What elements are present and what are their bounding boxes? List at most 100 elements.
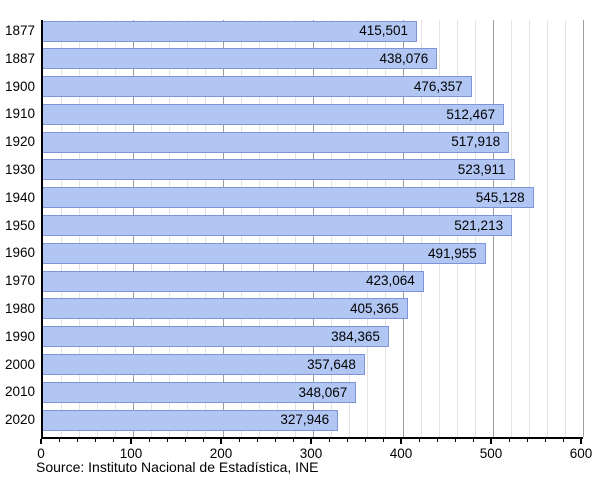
y-tick-label: 1887 xyxy=(4,50,35,66)
bar-value-label: 415,501 xyxy=(359,23,408,39)
x-minor-tick xyxy=(562,439,564,442)
bar-row: 512,467 xyxy=(43,103,583,131)
bar-value-label: 348,067 xyxy=(298,384,348,400)
bar-1910: 512,467 xyxy=(43,103,505,125)
y-tick-label: 2010 xyxy=(4,384,35,400)
y-axis-labels: 1877 1887 1900 1910 1920 1930 1940 1950 1960 1970… xyxy=(0,20,35,437)
x-minor-tick xyxy=(454,439,456,442)
bar-1900: 476,357 xyxy=(43,76,472,98)
y-tick-label: 1900 xyxy=(4,78,35,94)
bar-1980: 405,365 xyxy=(43,298,408,320)
x-major-tick xyxy=(130,439,132,444)
x-minor-tick xyxy=(58,439,60,442)
x-minor-tick xyxy=(472,439,474,442)
y-tick-label: 1920 xyxy=(4,134,35,150)
x-minor-tick xyxy=(436,439,438,442)
bar-1940: 545,128 xyxy=(43,187,534,209)
y-tick-label: 1970 xyxy=(4,273,35,289)
bar-row: 521,213 xyxy=(43,215,583,243)
x-minor-tick xyxy=(94,439,96,442)
bar-row: 327,946 xyxy=(43,409,583,437)
bar-value-label: 357,648 xyxy=(307,356,356,372)
x-minor-tick xyxy=(166,439,168,442)
bar-row: 491,955 xyxy=(43,242,583,270)
bar-2010: 348,067 xyxy=(43,381,357,403)
bar-row: 545,128 xyxy=(43,187,583,215)
bar-1960: 491,955 xyxy=(43,242,486,264)
x-major-tick xyxy=(310,439,312,444)
y-tick-label: 1950 xyxy=(4,217,35,233)
y-tick-label: 1910 xyxy=(4,106,35,122)
x-minor-tick xyxy=(346,439,348,442)
x-minor-tick xyxy=(184,439,186,442)
x-minor-tick xyxy=(328,439,330,442)
bar-1920: 517,918 xyxy=(43,131,510,153)
bar-row: 415,501 xyxy=(43,20,583,48)
x-minor-tick xyxy=(274,439,276,442)
y-tick-label: 1877 xyxy=(4,23,35,38)
x-minor-tick xyxy=(292,439,294,442)
bar-value-label: 327,946 xyxy=(280,412,330,428)
x-tick-label: 300 xyxy=(299,446,323,461)
bar-value-label: 521,213 xyxy=(454,217,504,233)
x-minor-tick xyxy=(148,439,150,442)
x-minor-tick xyxy=(256,439,258,442)
x-minor-tick xyxy=(526,439,528,442)
x-tick-label: 0 xyxy=(37,446,45,461)
x-minor-tick xyxy=(364,439,366,442)
bar-row: 438,076 xyxy=(43,48,583,76)
bar-value-label: 523,911 xyxy=(457,162,506,178)
bars-container: 415,501 438,076 476,357 512,467 517,918 523,9… xyxy=(43,20,583,437)
x-major-tick xyxy=(580,439,582,444)
bar-value-label: 405,365 xyxy=(349,301,399,317)
major-gridline xyxy=(583,20,584,437)
bar-row: 405,365 xyxy=(43,298,583,326)
bar-row: 348,067 xyxy=(43,381,583,409)
x-minor-tick xyxy=(202,439,204,442)
x-minor-tick xyxy=(508,439,510,442)
bar-value-label: 545,128 xyxy=(475,190,525,206)
bar-value-label: 512,467 xyxy=(446,106,496,122)
x-tick-label: 500 xyxy=(479,446,503,461)
y-tick-label: 1980 xyxy=(4,301,35,316)
y-tick-label: 1960 xyxy=(4,245,35,261)
bar-1990: 384,365 xyxy=(43,326,389,348)
x-tick-label: 400 xyxy=(389,446,413,461)
y-tick-label: 2020 xyxy=(4,412,35,428)
x-major-tick xyxy=(40,439,42,444)
source-caption: Source: Instituto Nacional de Estadístic… xyxy=(36,459,319,475)
bar-row: 384,365 xyxy=(43,326,583,354)
x-major-tick xyxy=(400,439,402,444)
x-tick-label: 100 xyxy=(119,446,143,461)
y-tick-label: 1990 xyxy=(4,328,35,344)
bar-value-label: 491,955 xyxy=(427,245,477,261)
bar-value-label: 423,064 xyxy=(365,273,415,289)
x-minor-tick xyxy=(238,439,240,442)
bar-value-label: 517,918 xyxy=(451,134,501,150)
bar-value-label: 438,076 xyxy=(379,51,429,67)
bar-1877: 415,501 xyxy=(43,20,417,42)
x-minor-tick xyxy=(76,439,78,442)
x-tick-label: 600 xyxy=(569,446,593,461)
y-tick-label: 1940 xyxy=(4,189,35,205)
bar-row: 517,918 xyxy=(43,131,583,159)
minor-gridline xyxy=(529,20,530,437)
y-tick-label: 1930 xyxy=(4,162,35,177)
bar-1970: 423,064 xyxy=(43,270,424,292)
minor-gridline xyxy=(565,20,566,437)
bar-value-label: 384,365 xyxy=(331,329,380,345)
y-tick-label: 2000 xyxy=(4,356,35,372)
bar-row: 476,357 xyxy=(43,76,583,104)
bar-value-label: 476,357 xyxy=(413,78,463,94)
bar-2020: 327,946 xyxy=(43,409,339,431)
bar-1930: 523,911 xyxy=(43,159,515,181)
minor-gridline xyxy=(547,20,548,437)
x-minor-tick xyxy=(418,439,420,442)
bar-row: 357,648 xyxy=(43,354,583,382)
x-minor-tick xyxy=(382,439,384,442)
plot-area: 415,501 438,076 476,357 512,467 517,918 523,9… xyxy=(41,20,584,439)
x-major-tick xyxy=(220,439,222,444)
x-major-tick xyxy=(490,439,492,444)
bar-row: 523,911 xyxy=(43,159,583,187)
